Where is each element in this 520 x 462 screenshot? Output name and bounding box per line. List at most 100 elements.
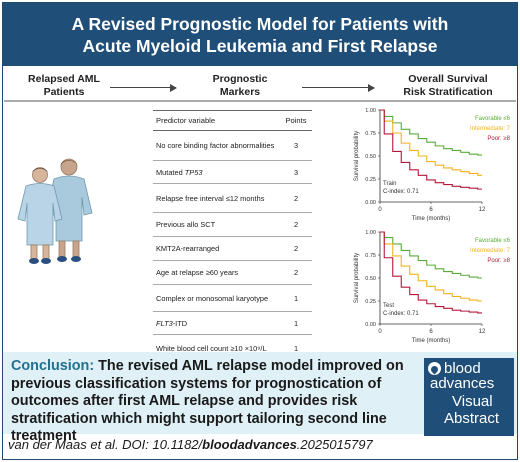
table-row-variable: Age at relapse ≥60 years xyxy=(156,268,239,277)
table-row-points: 1 xyxy=(293,293,299,303)
badge-line-3: Visual xyxy=(452,393,493,410)
x-axis-label: Time (months) xyxy=(412,338,450,344)
table-row-variable: KMT2A-rearranged xyxy=(156,244,220,253)
column-head-markers-line2: Markers xyxy=(219,85,261,98)
x-tick-label: 12 xyxy=(479,207,486,213)
y-axis-label: Survival probability xyxy=(354,131,360,181)
table-row: Previous allo SCT 2 xyxy=(153,213,312,237)
c-index-label: C-index: 0.71 xyxy=(383,311,419,317)
y-tick-label: 0.50 xyxy=(365,276,376,282)
citation-journal: bloodadvances xyxy=(202,437,297,452)
flt3-gene: FLT3 xyxy=(156,318,173,328)
title-banner: A Revised Prognostic Model for Patients … xyxy=(3,3,517,66)
legend-entry-0: Favorable ≤6 xyxy=(475,238,511,244)
legend-entry-2: Poor: ≥8 xyxy=(487,136,510,142)
column-head-survival-line1: Overall Survival xyxy=(408,73,488,85)
series-line-0 xyxy=(380,231,482,279)
table-row: Relapse free interval ≤12 months 2 xyxy=(153,184,312,213)
y-tick-label: 0.00 xyxy=(365,322,376,328)
badge-line-2: advances xyxy=(430,375,495,392)
table-row-variable: Mutated TP53 xyxy=(153,168,280,177)
table-row: No core binding factor abnormalities 3 xyxy=(153,131,312,161)
table-row-variable: FLT3-ITD xyxy=(153,319,280,328)
table-row-points: 2 xyxy=(293,220,299,229)
column-head-markers: Prognostic Markers xyxy=(185,73,295,98)
x-axis-label: Time (months) xyxy=(412,216,450,222)
panel-label: Test xyxy=(383,303,394,309)
y-tick-label: 0.75 xyxy=(365,253,376,259)
patient-figure-front xyxy=(17,167,63,264)
title-line-1: A Revised Prognostic Model for Patients … xyxy=(71,14,449,34)
table-row-variable: Previous allo SCT xyxy=(156,220,216,229)
table-row: Age at relapse ≥60 years 2 xyxy=(153,261,312,285)
patient-figure-back xyxy=(45,158,93,262)
table-row-variable: Complex or monosomal karyotype xyxy=(156,293,269,303)
table-row-points: 1 xyxy=(293,318,299,328)
citation-suffix: .2025015797 xyxy=(296,437,373,452)
y-tick-label: 1.00 xyxy=(365,108,376,114)
column-head-markers-line1: Prognostic xyxy=(212,73,268,85)
x-tick-label: 0 xyxy=(378,329,382,335)
series-line-2 xyxy=(380,231,482,314)
x-tick-label: 12 xyxy=(479,329,486,335)
panel-label: Train xyxy=(383,181,396,187)
y-tick-label: 0.75 xyxy=(365,131,376,137)
badge-line-1: blood xyxy=(444,360,481,377)
column-head-survival-line2: Risk Stratification xyxy=(403,85,493,98)
citation: van der Maas et al. DOI: 10.1182/bloodad… xyxy=(8,437,373,452)
series-line-1 xyxy=(380,109,482,176)
series-line-2 xyxy=(380,109,482,190)
table-row: Mutated TP53 3 xyxy=(153,161,312,184)
legend-entry-2: Poor: ≥8 xyxy=(487,258,510,264)
x-tick-label: 0 xyxy=(378,207,382,213)
table-row: Complex or monosomal karyotype 1 xyxy=(153,285,312,312)
predictor-table: Predictor variable Points No core bindin… xyxy=(153,110,312,363)
table-header: Predictor variable Points xyxy=(153,110,312,131)
tp53-prefix: Mutated xyxy=(156,167,185,177)
table-header-points: Points xyxy=(285,116,307,125)
column-head-survival: Overall Survival Risk Stratification xyxy=(380,73,516,98)
table-row-points: 3 xyxy=(293,167,299,177)
header-divider xyxy=(4,100,516,102)
legend-entry-0: Favorable ≤6 xyxy=(475,116,511,122)
y-tick-label: 0.25 xyxy=(365,299,376,305)
tp53-gene: TP53 xyxy=(184,167,203,177)
arrow-1 xyxy=(110,83,177,92)
arrow-2 xyxy=(302,83,375,92)
table-row-points: 2 xyxy=(293,268,299,277)
conclusion-text: Conclusion: The revised AML relapse mode… xyxy=(11,358,421,446)
blood-drop-icon xyxy=(428,362,441,375)
table-row: KMT2A-rearranged 2 xyxy=(153,237,312,261)
conclusion-label: Conclusion: xyxy=(11,358,95,374)
table-row-points: 3 xyxy=(293,141,299,150)
km-chart-test: 0.00 0.25 0.50 0.75 1.00 0 6 12 Time (months) Sur… xyxy=(354,230,511,344)
series-line-0 xyxy=(380,109,482,156)
table-row-variable: White blood cell count ≥10 ×10⁹/L xyxy=(156,344,267,353)
badge-line-4: Abstract xyxy=(444,410,500,427)
c-index-label: C-index: 0.71 xyxy=(383,189,419,195)
table-row-points: 2 xyxy=(293,193,299,203)
series-line-1 xyxy=(380,231,482,302)
title-line-2: Acute Myeloid Leukemia and First Relapse xyxy=(82,36,438,56)
table-row-variable: No core binding factor abnormalities xyxy=(156,141,275,150)
y-tick-label: 0.25 xyxy=(365,177,376,183)
legend-entry-1: Intermediate: 7 xyxy=(470,126,511,132)
table-header-variable: Predictor variable xyxy=(156,116,216,125)
flt3-suffix: -ITD xyxy=(172,318,188,328)
legend-entry-1: Intermediate: 7 xyxy=(470,248,511,254)
column-head-patients: Relapsed AML Patients xyxy=(14,73,114,98)
y-tick-label: 0.50 xyxy=(365,154,376,160)
y-tick-label: 0.00 xyxy=(365,200,376,206)
table-row-variable: Relapse free interval ≤12 months xyxy=(156,193,265,203)
column-head-patients-line2: Patients xyxy=(43,85,85,98)
y-axis-label: Survival probability xyxy=(354,253,360,303)
x-tick-label: 6 xyxy=(429,329,433,335)
table-row-points: 1 xyxy=(293,344,299,353)
x-tick-label: 6 xyxy=(429,207,433,213)
conclusion-body: The revised AML relapse model improved o… xyxy=(11,358,404,444)
table-row: FLT3-ITD 1 xyxy=(153,312,312,335)
column-head-patients-line1: Relapsed AML xyxy=(28,73,100,85)
patients-illustration xyxy=(17,158,93,264)
citation-authors: van der Maas et al. DOI: 10.1182/ xyxy=(8,437,203,452)
